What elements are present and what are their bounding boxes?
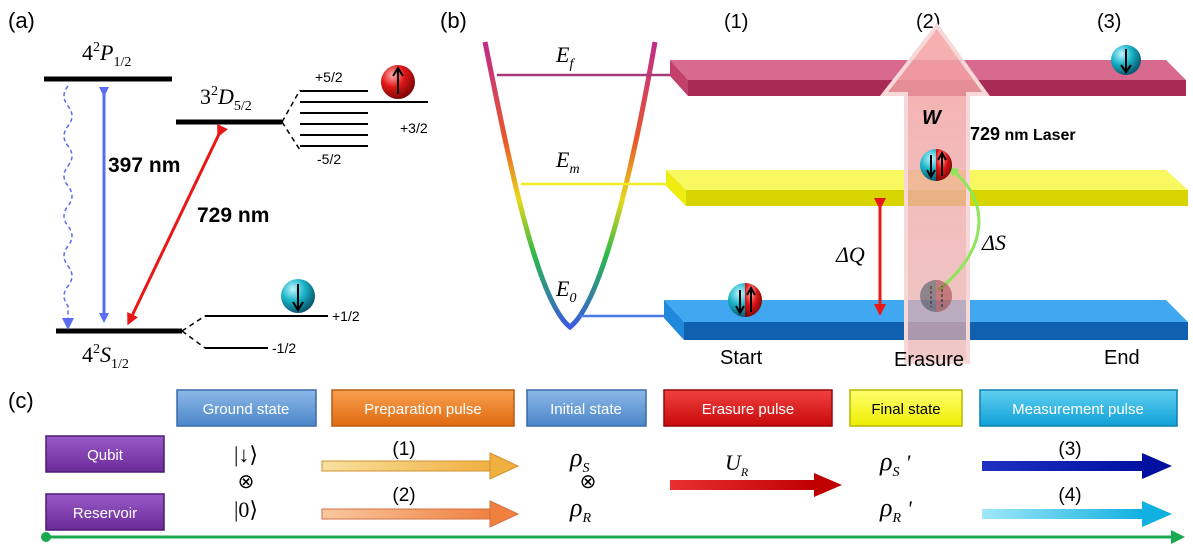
rho-r: ρR bbox=[569, 493, 591, 526]
d-split-dash-bottom bbox=[281, 121, 301, 151]
level-d-label: 32D5/2 bbox=[200, 84, 252, 114]
rho-s: ρS bbox=[569, 443, 589, 476]
arrow-1-label: (1) bbox=[392, 439, 415, 460]
d-sublevel-top-label: +5/2 bbox=[315, 69, 343, 85]
panel-label-a: (a) bbox=[8, 8, 35, 33]
stage-1-label: (1) bbox=[724, 11, 748, 33]
erasure-arrow bbox=[670, 473, 842, 497]
laser-label: 729 nm Laser bbox=[970, 124, 1076, 144]
spontaneous-decay-wave bbox=[63, 85, 73, 328]
s-split-dash-bottom bbox=[181, 330, 206, 349]
panel-label-b: (b) bbox=[440, 8, 467, 33]
end-label: End bbox=[1104, 347, 1140, 369]
work-arrow bbox=[879, 22, 990, 364]
svg-text:Reservoir: Reservoir bbox=[73, 505, 137, 522]
arrow-4-label: (4) bbox=[1058, 485, 1081, 506]
svg-text:Ground state: Ground state bbox=[203, 401, 290, 418]
arrow-2-label: (2) bbox=[392, 485, 415, 506]
box-reservoir: Reservoir bbox=[45, 493, 165, 531]
box-ground-state: Ground state bbox=[176, 389, 317, 427]
d-sublevel-mid-label: +3/2 bbox=[400, 120, 428, 136]
arrow-2 bbox=[321, 500, 520, 528]
energy-e0-label: E0 bbox=[555, 276, 576, 306]
end-cyan-ball-icon bbox=[1111, 45, 1141, 75]
arrow-4 bbox=[982, 501, 1172, 527]
work-label: W bbox=[922, 107, 943, 129]
start-mixed-ball-icon bbox=[728, 283, 762, 317]
arrow-3-label: (3) bbox=[1058, 439, 1081, 460]
level-p-label: 42P1/2 bbox=[82, 40, 131, 70]
box-initial-state: Initial state bbox=[526, 389, 647, 427]
rho-r-final: ρR ' bbox=[879, 493, 912, 526]
d-sublevel-bottom-label: -5/2 bbox=[317, 151, 341, 167]
erasure-label: Erasure bbox=[894, 349, 964, 371]
otimes-ground: ⊗ bbox=[238, 471, 255, 493]
s-split-dash-top bbox=[181, 315, 206, 332]
svg-text:Initial state: Initial state bbox=[550, 401, 622, 418]
box-measurement-pulse: Measurement pulse bbox=[979, 389, 1178, 427]
rho-s-final: ρS ' bbox=[879, 447, 910, 480]
delta-s-arrow bbox=[937, 166, 981, 292]
svg-text:Measurement pulse: Measurement pulse bbox=[1012, 401, 1144, 418]
ket-down: |↓⟩ bbox=[234, 442, 258, 467]
delta-s-label: ΔS bbox=[981, 230, 1006, 255]
erasure-mixed-ball-icon bbox=[920, 149, 952, 181]
arrow-1 bbox=[321, 452, 520, 480]
level-s-label: 42S1/2 bbox=[82, 342, 129, 372]
svg-text:Erasure pulse: Erasure pulse bbox=[702, 401, 795, 418]
decay-arrowhead bbox=[62, 318, 74, 330]
stage-3-label: (3) bbox=[1097, 11, 1121, 33]
start-label: Start bbox=[720, 347, 763, 369]
box-preparation-pulse: Preparation pulse bbox=[331, 389, 515, 427]
red-spin-ball-icon bbox=[381, 65, 415, 99]
cyan-spin-ball-icon bbox=[281, 279, 315, 313]
ket-zero: |0⟩ bbox=[234, 497, 258, 522]
svg-text:Preparation pulse: Preparation pulse bbox=[364, 401, 482, 418]
potential-well bbox=[482, 41, 658, 331]
laser-729-label: 729 nm bbox=[197, 204, 269, 227]
s-sublevel-bottom-label: -1/2 bbox=[272, 340, 296, 356]
arrow-3 bbox=[982, 453, 1172, 479]
laser-397-label: 397 nm bbox=[108, 154, 180, 177]
box-qubit: Qubit bbox=[45, 435, 165, 473]
energy-ef-label: Ef bbox=[555, 42, 575, 72]
laser-729-arrow bbox=[127, 123, 229, 326]
d-split-dash-top bbox=[281, 89, 301, 123]
delta-q-label: ΔQ bbox=[835, 242, 865, 267]
timeline-start-dot bbox=[41, 532, 51, 542]
panel-label-c: (c) bbox=[8, 388, 34, 413]
otimes-initial: ⊗ bbox=[580, 471, 597, 493]
energy-em-label: Em bbox=[555, 147, 580, 177]
box-erasure-pulse: Erasure pulse bbox=[663, 389, 833, 427]
d-sublevels bbox=[300, 90, 428, 147]
s-sublevel-top-label: +1/2 bbox=[332, 308, 360, 324]
svg-text:Qubit: Qubit bbox=[87, 447, 124, 464]
svg-text:Final state: Final state bbox=[871, 401, 940, 418]
u-r: UR bbox=[725, 450, 749, 479]
erasure-faded-ball-icon bbox=[920, 280, 952, 312]
box-final-state: Final state bbox=[849, 389, 963, 427]
